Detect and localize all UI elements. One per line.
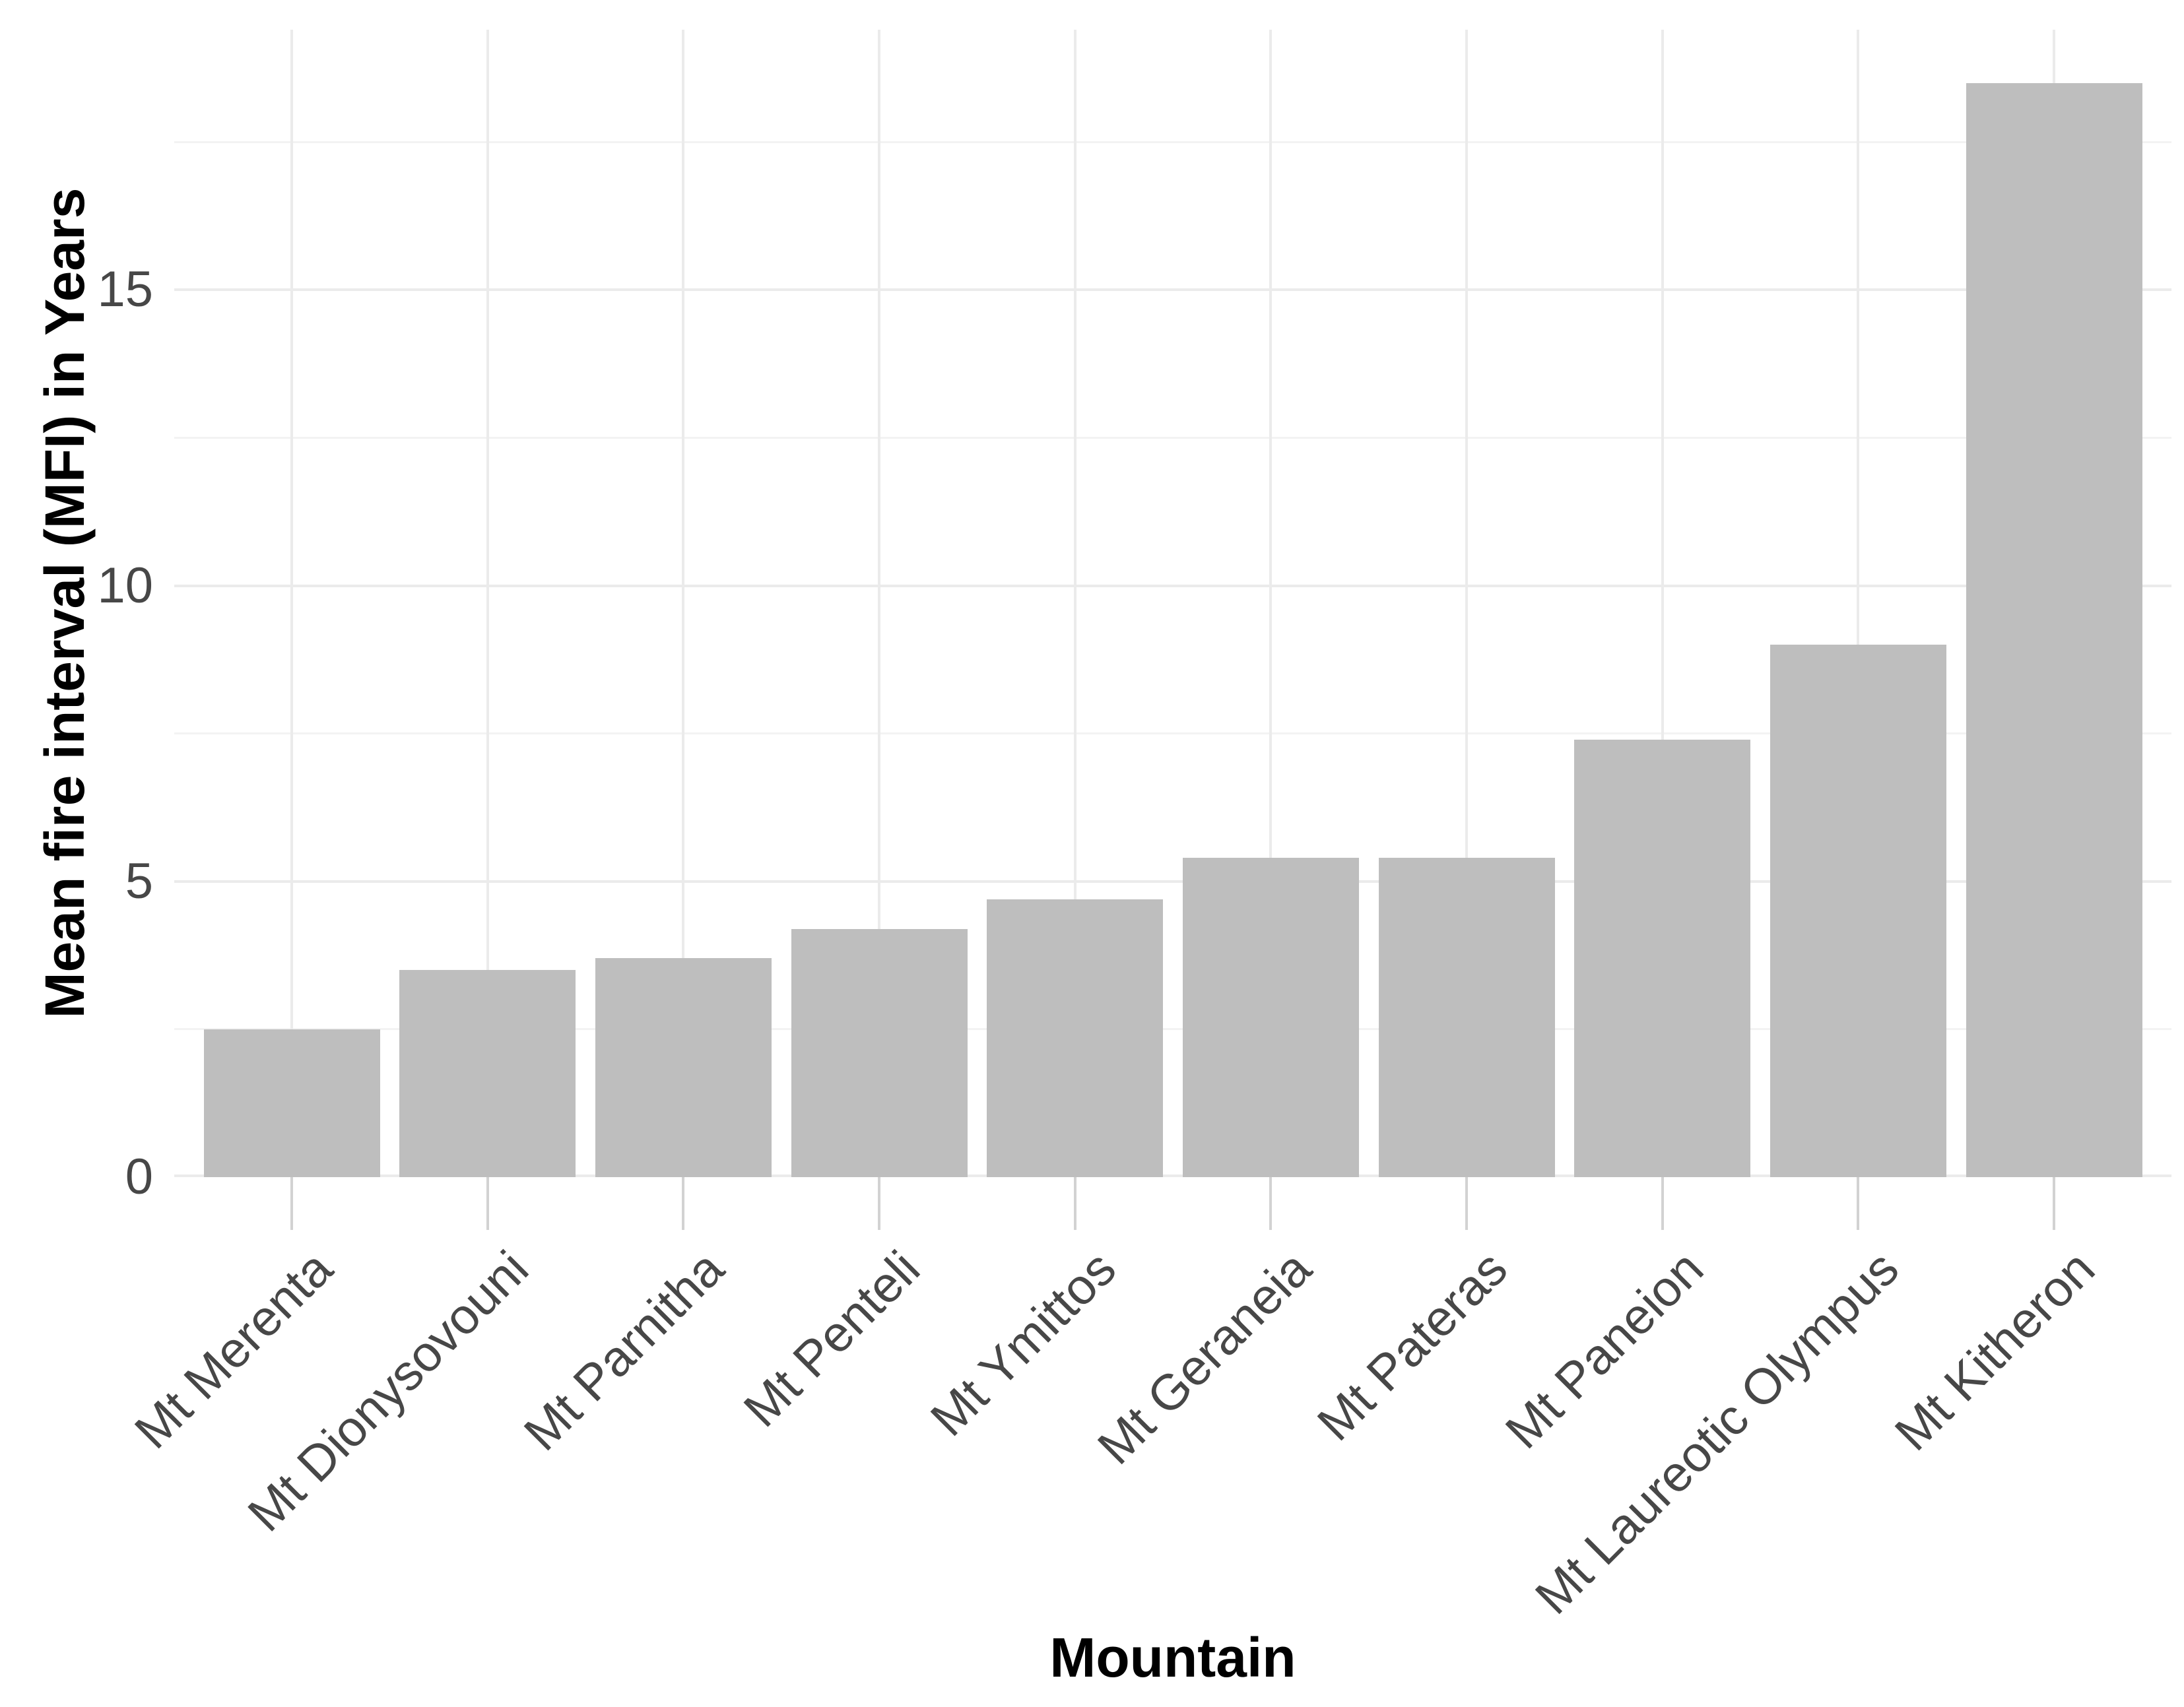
x-tick-mark — [1465, 1177, 1468, 1230]
x-tick-label: Mt Paneion — [1494, 1240, 1714, 1460]
y-tick-label: 15 — [97, 261, 153, 318]
gridline-vertical — [1857, 30, 1860, 1177]
x-tick-mark — [1073, 1177, 1076, 1230]
bar — [399, 970, 576, 1177]
bar — [1182, 857, 1359, 1177]
y-tick-label: 10 — [97, 557, 153, 614]
gridline-vertical — [1269, 30, 1273, 1177]
bar — [1966, 82, 2142, 1177]
gridline-vertical — [486, 30, 489, 1177]
bar — [1770, 645, 1946, 1177]
gridline-minor — [174, 732, 2171, 735]
gridline-minor — [174, 437, 2171, 439]
x-tick-mark — [1269, 1177, 1273, 1230]
gridline-major — [174, 880, 2171, 883]
x-tick-mark — [682, 1177, 685, 1230]
x-tick-label: Mt Merenta — [124, 1240, 343, 1460]
x-tick-mark — [486, 1177, 489, 1230]
y-tick-label: 5 — [125, 853, 153, 909]
gridline-vertical — [1661, 30, 1664, 1177]
plot-area — [174, 30, 2171, 1177]
bar — [1378, 857, 1555, 1177]
bar — [791, 928, 968, 1177]
gridline-vertical — [290, 30, 293, 1177]
x-tick-mark — [878, 1177, 880, 1230]
gridline-minor — [174, 1028, 2171, 1031]
x-tick-label: Mt Ymittos — [919, 1240, 1127, 1447]
x-axis-title: Mountain — [1049, 1626, 1296, 1689]
x-tick-label: Mt Pateras — [1307, 1240, 1518, 1452]
x-tick-mark — [2053, 1177, 2055, 1230]
x-tick-label: Mt Penteli — [733, 1240, 931, 1438]
bar — [987, 899, 1164, 1177]
x-tick-mark — [1857, 1177, 1860, 1230]
gridline-vertical — [1073, 30, 1076, 1177]
gridline-major — [174, 288, 2171, 292]
gridline-vertical — [878, 30, 880, 1177]
gridline-major — [174, 584, 2171, 587]
x-tick-mark — [290, 1177, 293, 1230]
y-tick-label: 0 — [125, 1149, 153, 1205]
gridline-vertical — [1465, 30, 1468, 1177]
x-tick-label: Mt Laureotic Olympus — [1525, 1240, 1910, 1625]
gridline-vertical — [682, 30, 685, 1177]
x-tick-label: Mt Parnitha — [513, 1240, 735, 1462]
bar — [203, 1029, 380, 1177]
x-tick-label: Mt Kitheron — [1884, 1240, 2105, 1462]
bar — [595, 958, 772, 1177]
gridline-minor — [174, 141, 2171, 143]
x-tick-mark — [1661, 1177, 1664, 1230]
gridline-major — [174, 1175, 2171, 1177]
bar — [1574, 739, 1751, 1177]
